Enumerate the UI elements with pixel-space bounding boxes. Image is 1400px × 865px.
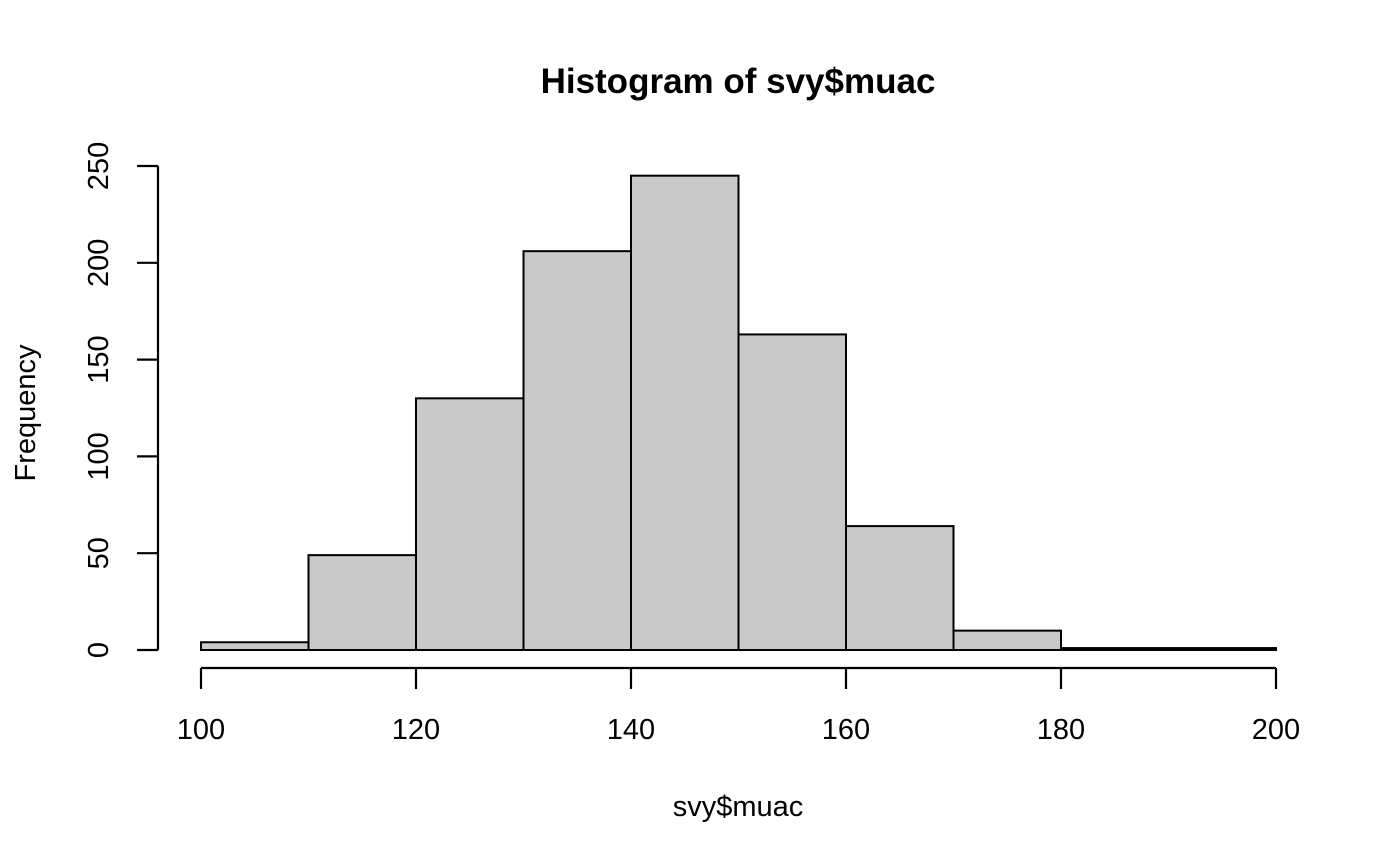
y-tick-label: 250	[83, 142, 115, 190]
y-axis: 0 50 100 150 200 250	[83, 142, 160, 658]
histogram-bar	[415, 397, 525, 651]
histogram-bar	[307, 554, 417, 651]
histogram-bar	[200, 641, 310, 651]
histogram-bar	[1060, 647, 1170, 652]
y-tick-label: 200	[83, 239, 115, 287]
x-axis-label: svy$muac	[673, 791, 804, 823]
histogram-bar	[522, 250, 632, 652]
y-tick-label: 0	[83, 642, 115, 658]
histogram-bar	[737, 333, 847, 651]
chart-title: Histogram of svy$muac	[541, 62, 936, 101]
x-tick-label: 140	[607, 714, 655, 746]
histogram-bar	[845, 525, 955, 652]
x-tick-label: 120	[392, 714, 440, 746]
y-tick-label: 100	[83, 432, 115, 480]
y-tick-label: 150	[83, 335, 115, 383]
histogram-bar	[630, 174, 740, 651]
histogram-bar	[952, 629, 1062, 652]
x-tick-label: 200	[1252, 714, 1300, 746]
histogram-bar	[1167, 647, 1277, 652]
y-axis-label: Frequency	[10, 344, 42, 482]
y-tick-label: 50	[83, 537, 115, 569]
x-tick-label: 180	[1037, 714, 1085, 746]
x-tick-label: 100	[177, 714, 225, 746]
bars-group	[200, 174, 1277, 652]
x-tick-label: 160	[822, 714, 870, 746]
x-axis: 100 120 140 160 180 200	[177, 666, 1300, 746]
